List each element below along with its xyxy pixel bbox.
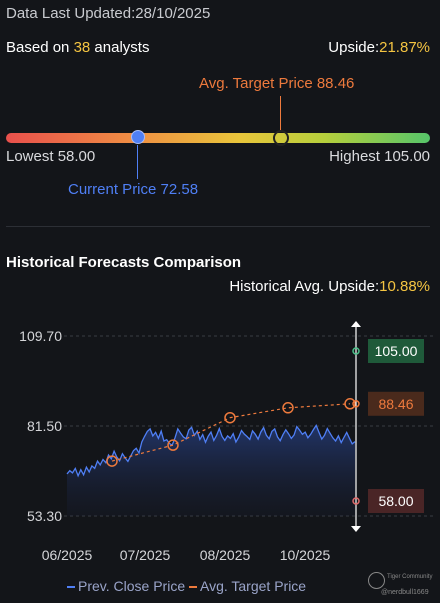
legend-avg-target[interactable]: Avg. Target Price <box>189 578 306 594</box>
upside-text: Upside:21.87% <box>328 39 430 56</box>
prev-close-line[interactable] <box>66 424 356 478</box>
high-value-label: 105.00 <box>375 343 418 359</box>
legend-avg-swatch <box>189 586 197 589</box>
historical-upside-text: Historical Avg. Upside:10.88% <box>229 278 430 295</box>
current-price-label: Current Price 72.58 <box>68 181 199 198</box>
high-value-tag <box>368 339 424 363</box>
current-price-stem <box>137 145 139 179</box>
based-suffix: analysts <box>90 39 150 56</box>
x-tick-label: 06/2025 <box>42 547 93 563</box>
avg-target-line[interactable] <box>111 403 351 462</box>
low-value-dot <box>352 497 360 505</box>
avg-target-marker[interactable] <box>272 130 289 146</box>
legend-avg-label: Avg. Target Price <box>200 578 307 594</box>
target-value-tag <box>368 391 424 416</box>
analyst-count-text: Based on 38 analysts <box>6 39 149 56</box>
tiger-community-watermark: Tiger Community @nerdbull1669 <box>368 571 438 601</box>
section-divider <box>6 226 430 227</box>
y-tick-label: 53.30 <box>27 508 62 524</box>
avg-target-point[interactable] <box>224 411 236 424</box>
price-area-fill <box>67 425 355 516</box>
historical-forecast-chart[interactable]: 105.00 88.46 58.00 109.70 81.50 53.30 06/2025… <box>0 310 440 572</box>
watermark-handle: @nerdbull1669 <box>381 589 429 596</box>
historical-upside-label: Historical Avg. Upside: <box>229 278 380 295</box>
current-price-marker[interactable] <box>130 130 145 144</box>
low-value-label: 58.00 <box>378 493 413 509</box>
legend-prev-close[interactable]: Prev. Close Price <box>67 578 185 594</box>
upside-value: 21.87% <box>379 39 430 56</box>
upside-label: Upside: <box>328 39 380 56</box>
avg-target-point[interactable] <box>106 455 118 467</box>
price-range-gauge <box>6 133 430 143</box>
crosshair-bottom-arrow-icon <box>351 526 361 532</box>
analyst-count: 38 <box>73 39 91 56</box>
section-title: Historical Forecasts Comparison <box>6 254 242 271</box>
based-prefix: Based on <box>6 39 74 56</box>
crosshair-top-arrow-icon <box>351 321 361 327</box>
target-value-dot <box>352 400 360 408</box>
data-updated-text: Data Last Updated:28/10/2025 <box>6 5 211 22</box>
watermark-brand: Tiger Community <box>387 574 433 580</box>
y-tick-label: 109.70 <box>19 328 62 344</box>
high-value-dot <box>352 347 360 355</box>
lowest-label: Lowest 58.00 <box>6 148 96 165</box>
x-tick-label: 10/2025 <box>280 547 331 563</box>
low-value-tag <box>368 489 424 513</box>
avg-target-label: Avg. Target Price 88.46 <box>199 75 355 92</box>
avg-target-point[interactable] <box>282 402 294 414</box>
avg-target-point[interactable] <box>167 439 179 451</box>
highest-label: Highest 105.00 <box>329 148 430 165</box>
x-tick-label: 07/2025 <box>120 547 171 563</box>
legend-prev-label: Prev. Close Price <box>78 578 186 594</box>
avg-target-stem <box>280 96 282 132</box>
legend-prev-swatch <box>67 586 75 589</box>
x-tick-label: 08/2025 <box>200 547 251 563</box>
historical-upside-value: 10.88% <box>379 278 430 295</box>
tiger-logo-icon <box>368 572 385 589</box>
target-value-label: 88.46 <box>378 396 413 412</box>
avg-target-point[interactable] <box>344 398 356 410</box>
y-tick-label: 81.50 <box>27 418 62 434</box>
